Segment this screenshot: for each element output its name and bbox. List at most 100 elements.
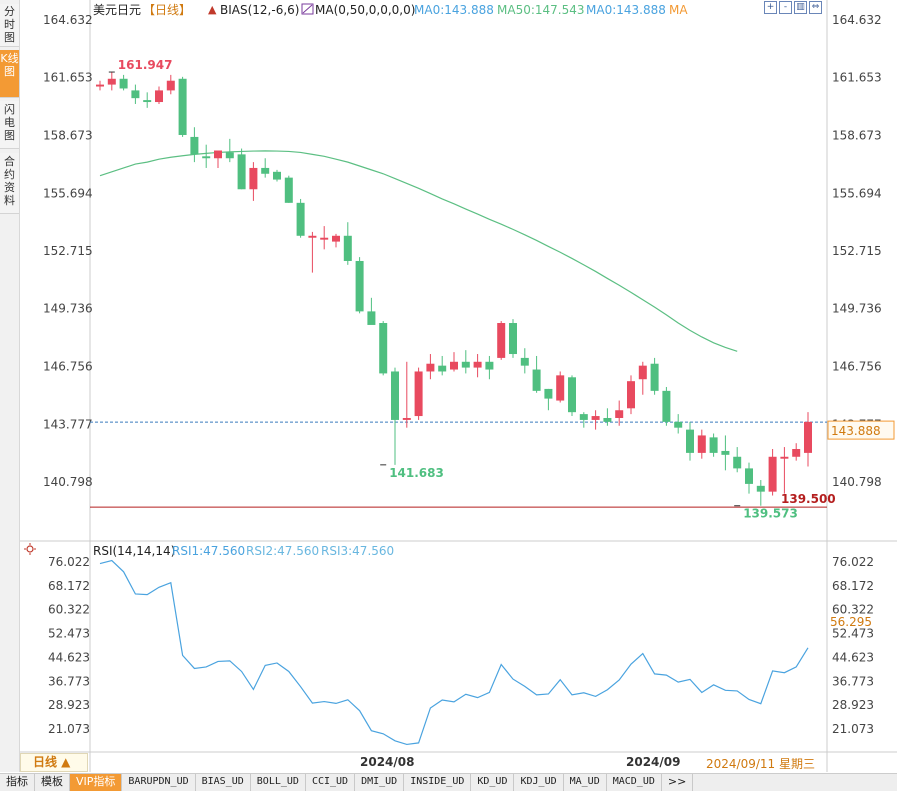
layout-icon[interactable]: ▥ bbox=[794, 1, 807, 14]
candle-body bbox=[450, 361, 458, 370]
candle-body bbox=[568, 377, 576, 413]
fullscreen-icon[interactable]: ⇔ bbox=[809, 1, 822, 14]
tab-bias-ud[interactable]: BIAS_UD bbox=[196, 774, 251, 791]
y-tick-right-8: 140.798 bbox=[832, 475, 882, 489]
y-tick-right-1: 161.653 bbox=[832, 71, 882, 85]
candle-body bbox=[178, 78, 187, 135]
candle-body bbox=[579, 414, 588, 420]
sidebar-tab-timeshare[interactable]: 分时图 bbox=[0, 4, 19, 47]
candle-body bbox=[225, 152, 234, 159]
tab-boll-ud[interactable]: BOLL_UD bbox=[251, 774, 306, 791]
tab-inside-ud[interactable]: INSIDE_UD bbox=[404, 774, 472, 791]
indicator-toggle-icon[interactable] bbox=[301, 3, 314, 15]
candle-body bbox=[485, 361, 494, 370]
candle-body bbox=[756, 485, 765, 492]
rsi1-value: RSI1:47.560 bbox=[172, 544, 245, 558]
candle-body bbox=[166, 80, 175, 91]
zoom-in-icon[interactable]: + bbox=[764, 1, 777, 14]
candle-body bbox=[261, 167, 270, 174]
candle-body bbox=[662, 390, 671, 422]
arrow-up-icon[interactable]: ▲ bbox=[208, 3, 217, 16]
zoom-out-icon[interactable]: - bbox=[779, 1, 792, 14]
candle-body bbox=[414, 371, 423, 417]
candle-body bbox=[355, 260, 364, 312]
candle-body bbox=[343, 235, 352, 261]
tab-more[interactable]: >> bbox=[662, 774, 694, 791]
ma-indicator-label[interactable]: MA(0,50,0,0,0,0) bbox=[315, 3, 415, 17]
candle-body bbox=[284, 177, 293, 203]
rsi1-line bbox=[99, 559, 809, 746]
candle-body bbox=[721, 450, 730, 455]
tab-templates[interactable]: 模板 bbox=[35, 774, 70, 791]
tab-vip-indicators[interactable]: VIP指标 bbox=[70, 774, 123, 791]
candle-body bbox=[709, 437, 718, 453]
candle-body bbox=[273, 171, 281, 180]
candle-body bbox=[733, 456, 742, 469]
candle-body bbox=[544, 388, 553, 399]
ma-tail-label: MA bbox=[669, 3, 688, 17]
candle-body bbox=[143, 100, 152, 103]
candle-body bbox=[638, 365, 647, 380]
tab-dmi-ud[interactable]: DMI_UD bbox=[355, 774, 405, 791]
candle-body bbox=[320, 237, 329, 240]
y-tick-right-3: 155.694 bbox=[832, 186, 882, 200]
y-tick-left-2: 158.673 bbox=[43, 129, 93, 143]
candle-body bbox=[190, 136, 199, 155]
x-label-aug: 2024/08 bbox=[360, 755, 415, 769]
rsi-tick-left-3: 52.473 bbox=[48, 627, 90, 641]
sun-icon[interactable] bbox=[24, 543, 36, 555]
tab-ma-ud[interactable]: MA_UD bbox=[564, 774, 607, 791]
sidebar-tab-flash[interactable]: 闪电图 bbox=[0, 101, 19, 149]
y-tick-left-7: 143.777 bbox=[43, 417, 93, 431]
candle-body bbox=[804, 421, 812, 453]
tab-kdj-ud[interactable]: KDJ_UD bbox=[514, 774, 564, 791]
candle-body bbox=[426, 363, 435, 372]
ma0b-value: MA0:143.888 bbox=[586, 3, 666, 17]
candle-body bbox=[296, 202, 305, 236]
tab-macd-ud[interactable]: MACD_UD bbox=[607, 774, 662, 791]
candle-body bbox=[402, 417, 411, 420]
sidebar-tab-contract-info[interactable]: 合约资料 bbox=[0, 153, 19, 214]
rsi-tick-right-7: 21.073 bbox=[832, 722, 874, 736]
candle-body bbox=[473, 361, 482, 368]
current-price-tag bbox=[827, 420, 895, 440]
rsi-tick-right-1: 68.172 bbox=[832, 579, 874, 593]
tab-barupdn-ud[interactable]: BARUPDN_UD bbox=[122, 774, 196, 791]
candle-body bbox=[214, 150, 222, 159]
candle-body bbox=[155, 90, 163, 103]
ma0-value: MA0:143.888 bbox=[414, 3, 494, 17]
sidebar: 分时图 K线图 闪电图 合约资料 bbox=[0, 0, 20, 772]
indicator-tab-bar: 指标 模板 VIP指标 BARUPDN_UD BIAS_UD BOLL_UD C… bbox=[0, 773, 897, 791]
rsi-tick-left-4: 44.623 bbox=[48, 650, 90, 664]
candle-body bbox=[520, 357, 529, 366]
current-price-label: 143.888 bbox=[831, 424, 881, 438]
candle-body bbox=[237, 154, 246, 190]
candle-body bbox=[96, 84, 104, 87]
y-tick-left-1: 161.653 bbox=[43, 71, 93, 85]
candle-body bbox=[792, 449, 801, 457]
candle-body bbox=[532, 369, 541, 391]
y-tick-left-5: 149.736 bbox=[43, 302, 93, 316]
ma50-value: MA50:147.543 bbox=[497, 3, 585, 17]
period-selector-button[interactable]: 日线 ▲ bbox=[20, 753, 88, 772]
y-tick-left-3: 155.694 bbox=[43, 186, 93, 200]
tab-kd-ud[interactable]: KD_UD bbox=[471, 774, 515, 791]
candle-body bbox=[768, 456, 777, 492]
candle-body bbox=[615, 410, 624, 418]
extreme-label: 139.573 bbox=[743, 507, 798, 521]
candle-body bbox=[461, 361, 470, 368]
candle-body bbox=[107, 78, 116, 85]
y-tick-right-0: 164.632 bbox=[832, 13, 882, 27]
chart-canvas[interactable]: 美元日元 【日线】 ▲ BIAS(12,-6,6) MA(0,50,0,0,0,… bbox=[0, 0, 897, 773]
candle-body bbox=[367, 311, 376, 325]
candle-body bbox=[686, 429, 694, 453]
rsi-tick-right-0: 76.022 bbox=[832, 555, 874, 569]
candle-body bbox=[202, 156, 211, 159]
y-tick-right-2: 158.673 bbox=[832, 129, 882, 143]
bias-indicator-label[interactable]: BIAS(12,-6,6) bbox=[220, 3, 299, 17]
sidebar-tab-kline[interactable]: K线图 bbox=[0, 50, 19, 98]
tab-cci-ud[interactable]: CCI_UD bbox=[306, 774, 356, 791]
tab-indicators[interactable]: 指标 bbox=[0, 774, 35, 791]
extreme-label: 161.947 bbox=[118, 58, 173, 72]
y-tick-left-0: 164.632 bbox=[43, 13, 93, 27]
